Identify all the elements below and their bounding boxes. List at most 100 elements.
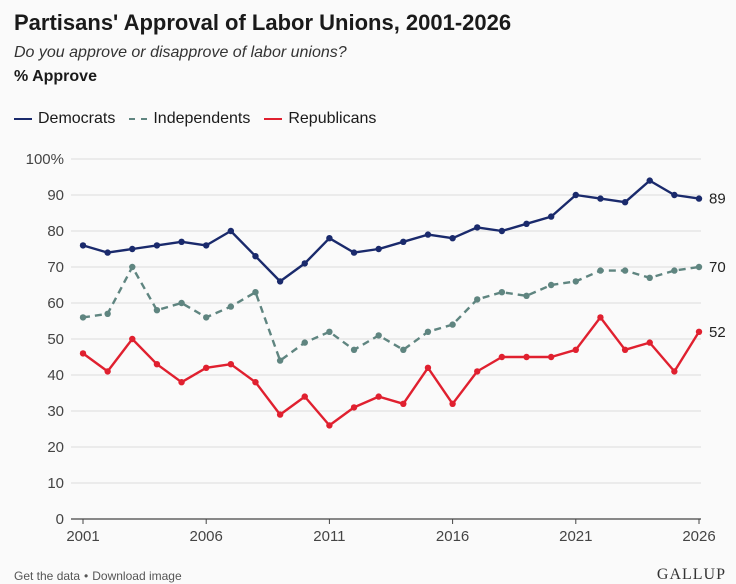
data-point-republicans	[424, 364, 432, 371]
legend: Democrats Independents Republicans	[14, 110, 376, 128]
end-label-republicans: 52	[709, 324, 726, 341]
data-point-democrats	[276, 278, 284, 285]
data-point-republicans	[375, 393, 382, 400]
legend-label-democrats: Democrats	[38, 110, 116, 127]
data-point-republicans	[621, 346, 629, 353]
data-point-independents	[449, 321, 456, 328]
data-point-democrats	[671, 191, 678, 199]
data-point-independents	[400, 346, 407, 353]
legend-swatch-independents	[129, 118, 148, 120]
download-image-link[interactable]: Download image	[92, 569, 182, 583]
data-point-independents	[252, 289, 259, 296]
data-point-republicans	[572, 346, 579, 353]
series-line-republicans	[82, 316, 701, 427]
y-tick-label: 10	[47, 475, 64, 492]
data-point-independents	[547, 281, 555, 289]
legend-item-democrats: Democrats	[14, 110, 115, 128]
get-data-link[interactable]: Get the data	[14, 569, 81, 583]
data-point-democrats	[695, 195, 703, 202]
data-point-independents	[301, 339, 308, 346]
data-point-democrats	[104, 249, 111, 256]
end-labels: 89 70 52	[709, 191, 726, 341]
data-point-independents	[621, 267, 629, 274]
data-point-democrats	[252, 253, 259, 260]
data-point-independents	[79, 314, 87, 321]
y-tick-label: 60	[47, 295, 64, 312]
data-point-independents	[153, 307, 161, 314]
x-tick-label: 2021	[559, 528, 592, 545]
data-point-republicans	[227, 361, 235, 368]
data-point-democrats	[498, 227, 506, 235]
data-point-democrats	[449, 235, 456, 242]
y-tick-label: 0	[56, 511, 64, 528]
data-point-republicans	[498, 353, 506, 361]
data-point-republicans	[104, 368, 111, 375]
data-point-republicans	[695, 328, 703, 335]
data-point-democrats	[375, 245, 382, 253]
data-point-republicans	[523, 353, 530, 361]
data-point-independents	[178, 299, 185, 307]
y-tick-label: 50	[47, 331, 64, 348]
data-point-republicans	[129, 335, 136, 343]
data-point-democrats	[523, 220, 530, 227]
gridlines	[71, 158, 701, 520]
footer-links: Get the data • Download image	[14, 569, 182, 583]
x-tick-label: 2026	[682, 528, 715, 545]
data-point-democrats	[178, 238, 185, 245]
data-point-democrats	[621, 199, 629, 206]
legend-swatch-republicans	[264, 118, 283, 120]
data-point-republicans	[203, 364, 210, 371]
data-point-democrats	[203, 242, 210, 249]
y-tick-label: 90	[47, 187, 64, 204]
y-tick-label: 30	[47, 403, 64, 420]
data-point-democrats	[424, 231, 432, 238]
data-point-democrats	[350, 249, 358, 256]
data-point-republicans	[301, 393, 308, 400]
data-point-republicans	[646, 339, 653, 346]
legend-item-independents: Independents	[129, 110, 250, 128]
end-label-democrats: 89	[709, 191, 726, 208]
y-tick-label: 70	[47, 259, 64, 276]
brand-logo: GALLUP	[656, 566, 726, 583]
data-point-republicans	[79, 350, 87, 357]
data-point-republicans	[474, 368, 481, 375]
data-point-republicans	[400, 400, 407, 407]
data-point-republicans	[276, 411, 284, 418]
data-point-democrats	[227, 227, 235, 235]
data-point-republicans	[671, 368, 678, 375]
data-point-democrats	[474, 224, 481, 231]
data-point-democrats	[597, 195, 604, 202]
y-tick-label: 20	[47, 439, 64, 456]
data-point-republicans	[597, 314, 604, 321]
data-point-independents	[695, 263, 703, 271]
data-point-democrats	[301, 260, 308, 267]
data-point-republicans	[350, 404, 358, 411]
series-group	[79, 177, 703, 429]
data-point-democrats	[646, 177, 653, 184]
data-point-independents	[203, 314, 210, 321]
unit-label: % Approve	[14, 68, 97, 85]
footer-separator: •	[84, 569, 89, 583]
data-point-independents	[474, 296, 481, 303]
data-point-republicans	[547, 353, 555, 361]
data-point-independents	[326, 328, 333, 335]
series-line-independents	[82, 265, 700, 362]
data-point-republicans	[178, 379, 185, 386]
data-point-democrats	[400, 238, 407, 245]
legend-label-republicans: Republicans	[288, 110, 377, 127]
data-point-independents	[498, 289, 506, 296]
legend-item-republicans: Republicans	[264, 110, 376, 128]
data-point-independents	[523, 292, 530, 299]
x-axis: 2001 2006 2011 2016 2021 2026	[66, 519, 716, 545]
data-point-republicans	[153, 361, 161, 368]
data-point-independents	[227, 303, 235, 310]
data-point-independents	[424, 328, 432, 335]
data-point-independents	[671, 267, 678, 274]
x-tick-label: 2001	[66, 528, 99, 545]
y-axis: 0 10 20 30 40 50 60 70 80 90 100%	[26, 151, 64, 528]
data-point-democrats	[129, 245, 136, 253]
data-point-republicans	[252, 379, 259, 386]
x-tick-label: 2006	[190, 528, 223, 545]
data-point-independents	[572, 278, 579, 285]
y-tick-label: 100%	[26, 151, 64, 168]
